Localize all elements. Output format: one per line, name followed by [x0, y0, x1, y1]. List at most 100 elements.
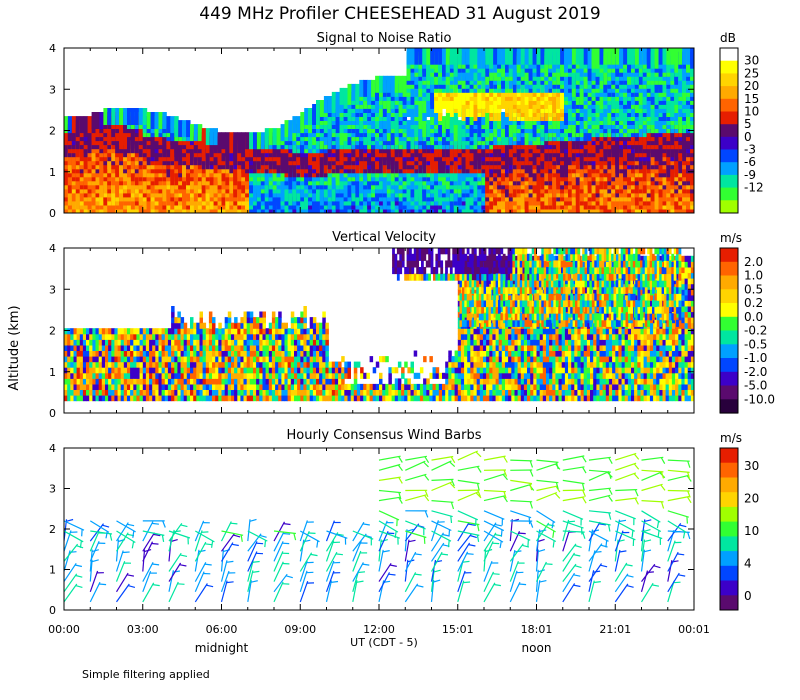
colorbar-swatch: [720, 399, 738, 414]
y-tick-label: 3: [49, 83, 56, 96]
x-tick-label: 15:01: [442, 623, 474, 636]
y-tick-label: 4: [49, 442, 56, 455]
colorbar-label: -6: [744, 155, 756, 169]
colorbar-swatch: [720, 316, 738, 332]
y-tick-label: 4: [49, 42, 56, 55]
x-tick-label: 12:00: [363, 623, 395, 636]
colorbar-swatch: [720, 73, 738, 87]
colorbar-swatch: [720, 506, 738, 523]
colorbar-label: 0: [744, 130, 752, 144]
panel-title-0: Signal to Noise Ratio: [317, 31, 452, 46]
colorbar-unit: m/s: [720, 231, 742, 245]
wind-barbs: [64, 450, 694, 603]
x-tick-label: 06:00: [206, 623, 238, 636]
colorbar-label: 10: [744, 105, 759, 119]
colorbar-swatch: [720, 371, 738, 387]
x-tick-label: 00:01: [678, 623, 710, 636]
colorbar-swatch: [720, 136, 738, 150]
colorbar-label: 30: [744, 459, 759, 473]
y-tick-label: 2: [49, 523, 56, 536]
colorbar-label: 0: [744, 589, 752, 603]
y-tick-label: 3: [49, 483, 56, 496]
panel-title-1: Vertical Velocity: [332, 230, 436, 245]
colorbar-swatch: [720, 551, 738, 567]
y-tick-label: 0: [49, 407, 56, 420]
colorbar-label: -10.0: [744, 392, 775, 406]
colorbar-label: 25: [744, 66, 759, 80]
colorbar-swatch: [720, 358, 738, 373]
colorbar-label: 1.0: [744, 269, 763, 283]
colorbar-swatch: [720, 86, 738, 100]
colorbar-swatch: [720, 248, 738, 263]
y-tick-label: 1: [49, 166, 56, 179]
x-tick-label: 09:00: [284, 623, 316, 636]
colorbar-swatch: [720, 289, 738, 304]
colorbar-label: -2.0: [744, 365, 767, 379]
y-tick-label: 1: [49, 564, 56, 577]
colorbar-swatch: [720, 448, 738, 464]
colorbar-label: -3: [744, 143, 756, 157]
colorbar-swatch: [720, 477, 738, 493]
x-tick-label: 00:00: [48, 623, 80, 636]
colorbar-swatch: [720, 344, 738, 359]
panel-title-2: Hourly Consensus Wind Barbs: [286, 428, 481, 443]
colorbar-label: 4: [744, 556, 752, 570]
colorbar-label: 15: [744, 92, 759, 106]
colorbar-swatch: [720, 98, 738, 112]
colorbar-swatch: [720, 275, 738, 290]
colorbar-swatch: [720, 48, 738, 62]
y-tick-label: 1: [49, 366, 56, 379]
y-tick-label: 0: [49, 604, 56, 617]
colorbar-swatch: [720, 187, 738, 201]
colorbar-label: 0.5: [744, 282, 763, 296]
x-axis-title: UT (CDT - 5): [350, 636, 418, 649]
colorbar-swatch: [720, 60, 738, 74]
colorbar-label: -9: [744, 168, 756, 182]
x-tick-label: 21:01: [599, 623, 631, 636]
colorbar-label: 0.2: [744, 296, 763, 310]
colorbar-label: 10: [744, 524, 759, 538]
colorbar-swatch: [720, 385, 738, 400]
colorbar-swatch: [720, 149, 738, 163]
colorbar-swatch: [720, 521, 738, 537]
y-axis-title: Altitude (km): [7, 305, 22, 390]
colorbar-swatch: [720, 462, 738, 478]
colorbar-swatch: [720, 174, 738, 189]
colorbar-label: 5: [744, 117, 752, 131]
annotation-midnight: midnight: [195, 641, 249, 655]
y-tick-label: 2: [49, 325, 56, 338]
colorbar-unit: dB: [720, 31, 736, 45]
footnote: Simple filtering applied: [82, 668, 210, 681]
colorbar-unit: m/s: [720, 431, 742, 445]
colorbar-swatch: [720, 580, 738, 596]
colorbar-swatch: [720, 565, 738, 581]
annotation-noon: noon: [522, 641, 552, 655]
vertical-velocity-heatmap: [64, 248, 694, 402]
colorbar-swatch: [720, 200, 738, 214]
colorbar-swatch: [720, 261, 738, 277]
y-tick-label: 4: [49, 242, 56, 255]
colorbar-swatch: [720, 492, 738, 508]
colorbar-label: 20: [744, 79, 759, 93]
x-tick-label: 03:00: [127, 623, 159, 636]
colorbar-swatch: [720, 124, 738, 138]
colorbar-swatch: [720, 111, 738, 125]
y-tick-label: 2: [49, 125, 56, 138]
colorbar-swatch: [720, 303, 738, 318]
x-tick-label: 18:01: [521, 623, 553, 636]
colorbar-swatch: [720, 162, 738, 176]
colorbar-swatch: [720, 536, 738, 552]
colorbar-label: -5.0: [744, 379, 767, 393]
colorbar-label: 2.0: [744, 255, 763, 269]
snr-heatmap: [64, 48, 694, 213]
colorbar-label: 30: [744, 54, 759, 68]
colorbar-label: -0.5: [744, 337, 767, 351]
colorbar-label: -0.2: [744, 324, 767, 338]
y-tick-label: 0: [49, 207, 56, 220]
main-title: 449 MHz Profiler CHEESEHEAD 31 August 20…: [199, 4, 601, 24]
colorbar-swatch: [720, 330, 738, 345]
colorbar-label: -12: [744, 181, 764, 195]
y-tick-label: 3: [49, 283, 56, 296]
colorbar-label: 20: [744, 492, 759, 506]
